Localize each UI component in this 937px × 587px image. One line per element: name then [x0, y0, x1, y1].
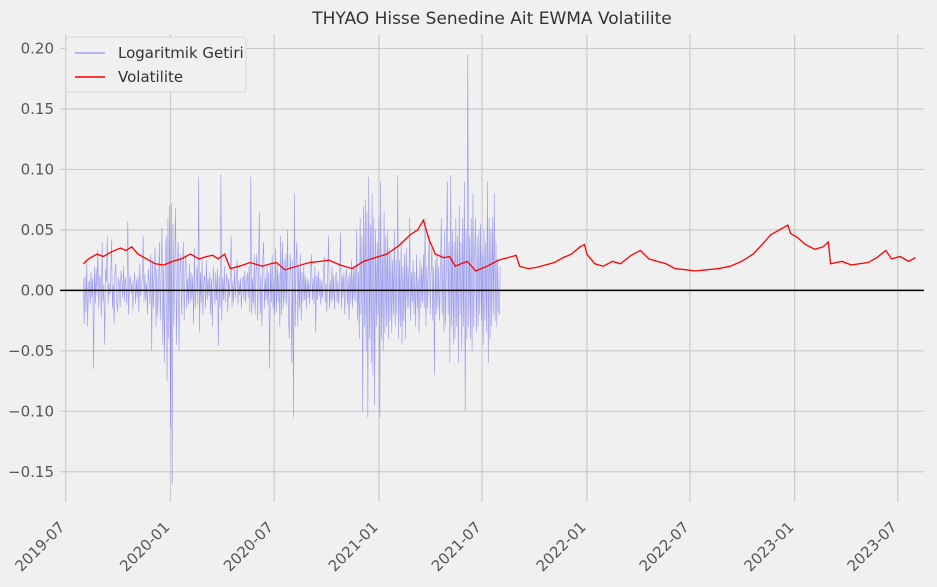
y-tick-label: −0.05: [8, 342, 54, 360]
x-tick-label: 2023-01: [740, 518, 797, 575]
x-tick-label: 2020-07: [220, 518, 277, 575]
x-tick-label: 2021-01: [325, 518, 382, 575]
x-tick-label: 2022-01: [533, 518, 590, 575]
returns-series-layer: [83, 54, 501, 484]
y-tick-label: 0.15: [21, 100, 54, 118]
y-tick-label: −0.15: [8, 463, 54, 481]
x-tick-label: 2021-07: [428, 518, 485, 575]
series-line-volatilite: [82, 218, 916, 272]
y-tick-label: 0.20: [21, 40, 54, 58]
y-tick-label: 0.00: [21, 281, 54, 299]
y-tick-label: −0.10: [8, 402, 54, 420]
x-tick-label: 2019-07: [11, 518, 68, 575]
legend-label-volatilite: Volatilite: [118, 68, 183, 86]
x-tick-label: 2023-07: [844, 518, 901, 575]
series-line-logaritmik-getiri: [83, 54, 501, 484]
x-tick-label: 2020-01: [116, 518, 173, 575]
y-tick-labels: 0.20 0.15 0.10 0.05 0.00 −0.05 −0.10 −0.15: [8, 40, 54, 481]
x-tick-labels: 2019-07 2020-01 2020-07 2021-01 2021-07 2022-…: [11, 518, 900, 575]
legend: Logaritmik Getiri Volatilite: [65, 36, 247, 93]
chart-title: THYAO Hisse Senedine Ait EWMA Volatilite: [311, 9, 672, 29]
x-tick-label: 2022-07: [636, 518, 693, 575]
y-tick-label: 0.05: [21, 221, 54, 239]
legend-label-logaritmik-getiri: Logaritmik Getiri: [118, 44, 244, 62]
legend-box: [65, 36, 247, 93]
volatility-series-layer: [82, 218, 916, 272]
y-tick-label: 0.10: [21, 160, 54, 178]
